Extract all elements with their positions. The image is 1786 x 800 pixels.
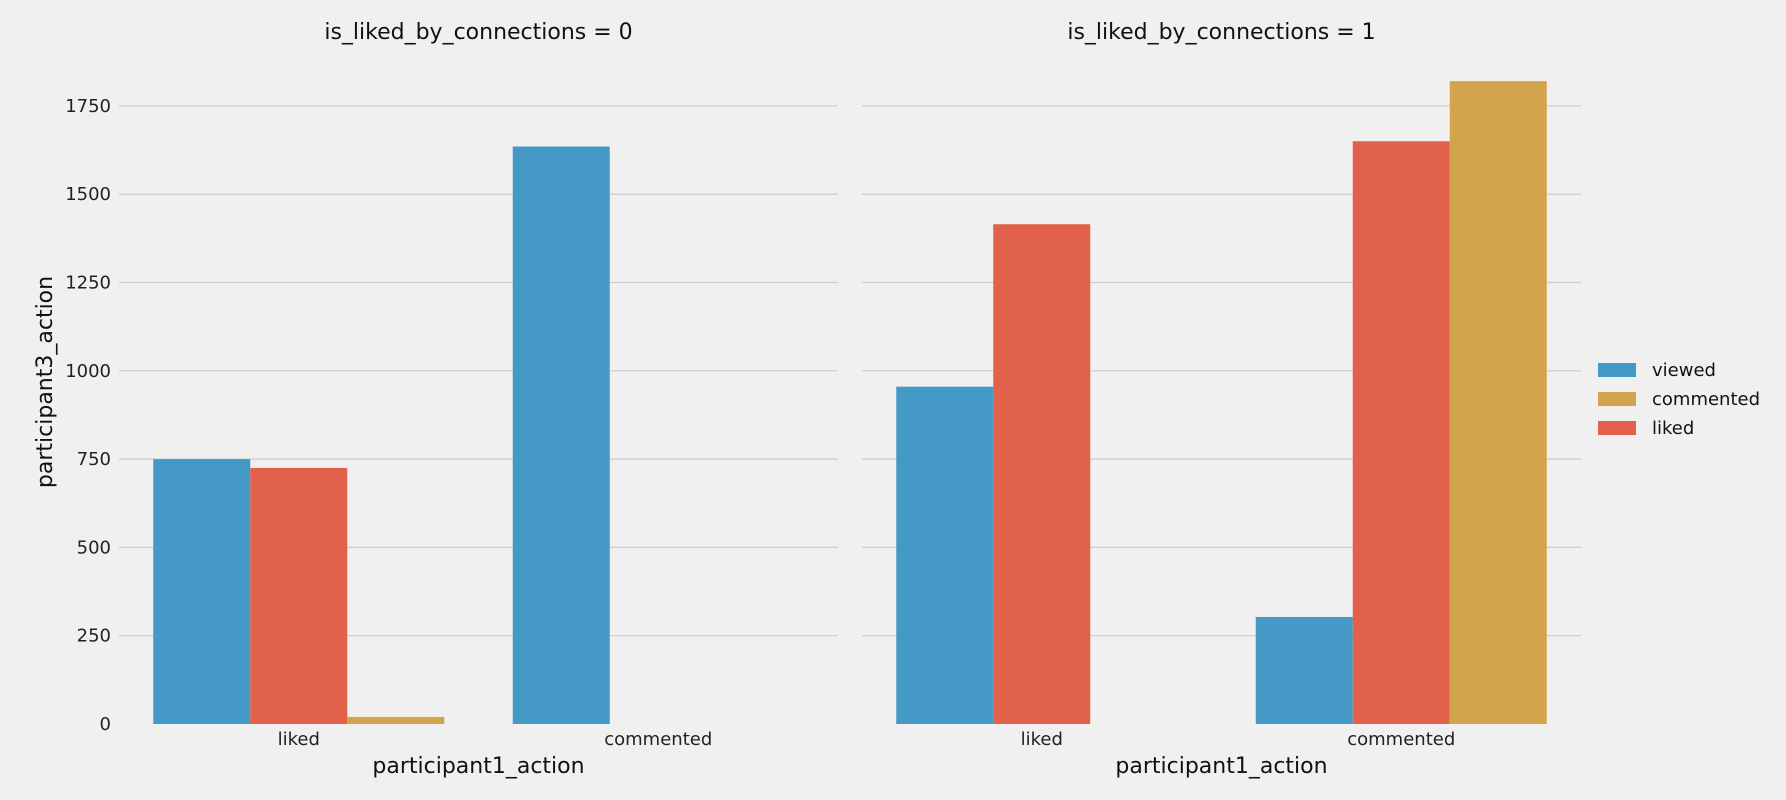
legend-label: viewed — [1652, 360, 1716, 381]
y-tick-label: 1750 — [65, 96, 111, 117]
bar-liked-commented — [1352, 141, 1450, 725]
x-tick-label: commented — [604, 729, 712, 750]
legend-item-viewed: viewed — [1598, 360, 1716, 381]
bar-viewed-commented — [512, 146, 610, 724]
panel-title: is_liked_by_connections = 1 — [1067, 20, 1375, 45]
y-tick-label: 1000 — [65, 361, 111, 382]
panel-title: is_liked_by_connections = 0 — [324, 20, 632, 45]
y-tick-label: 1250 — [65, 273, 111, 294]
y-tick-label: 250 — [77, 626, 111, 647]
bar-commented-commented — [1449, 81, 1547, 725]
bar-liked-liked — [993, 224, 1091, 724]
legend-swatch — [1598, 392, 1636, 406]
chart-panels: 0 250 500 750 1000 1250 1500 1750 participant3_a… — [33, 20, 1581, 779]
y-tick-label: 500 — [77, 537, 111, 558]
legend: viewed commented liked — [1598, 360, 1760, 439]
y-tick-label: 0 — [100, 714, 111, 735]
legend-label: liked — [1652, 418, 1694, 439]
y-axis-title: participant3_action — [33, 276, 58, 488]
x-tick-label: liked — [278, 729, 320, 750]
x-axis-title: participant1_action — [1115, 754, 1327, 779]
legend-swatch — [1598, 421, 1636, 435]
y-tick-label: 750 — [77, 449, 111, 470]
legend-label: commented — [1652, 389, 1760, 410]
panel-0: 0 250 500 750 1000 1250 1500 1750 participant3_a… — [33, 20, 838, 779]
bar-viewed-liked — [896, 386, 994, 724]
legend-swatch — [1598, 363, 1636, 377]
y-tick-label: 1500 — [65, 184, 111, 205]
x-tick-label: commented — [1347, 729, 1455, 750]
bar-viewed-liked — [153, 459, 251, 724]
bar-commented-liked — [347, 716, 445, 724]
x-tick-label: liked — [1021, 729, 1063, 750]
legend-item-commented: commented — [1598, 389, 1760, 410]
legend-item-liked: liked — [1598, 418, 1694, 439]
panel-1: is_liked_by_connections = 1 liked commente… — [862, 20, 1581, 779]
bar-viewed-commented — [1255, 616, 1353, 724]
bar-liked-liked — [250, 467, 348, 724]
x-axis-title: participant1_action — [372, 754, 584, 779]
